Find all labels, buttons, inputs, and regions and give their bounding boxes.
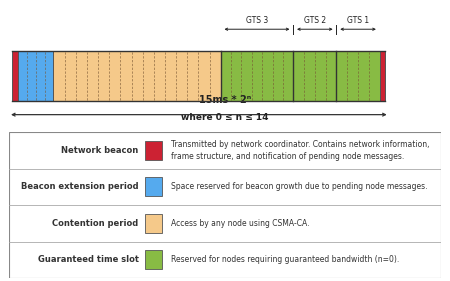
Text: Access by any node using CSMA-CA.: Access by any node using CSMA-CA. xyxy=(171,219,310,228)
Bar xyxy=(145,250,162,269)
Bar xyxy=(220,51,293,101)
Text: Beacon extension period: Beacon extension period xyxy=(21,182,139,191)
Text: Contention period: Contention period xyxy=(52,219,139,228)
Bar xyxy=(18,51,54,101)
Bar xyxy=(54,51,220,101)
Bar xyxy=(145,214,162,233)
Text: GTS 2: GTS 2 xyxy=(304,16,326,25)
Text: Reserved for nodes requiring guaranteed bandwidth (n=0).: Reserved for nodes requiring guaranteed … xyxy=(171,255,399,264)
Text: Guaranteed time slot: Guaranteed time slot xyxy=(38,255,139,264)
Bar xyxy=(380,51,385,101)
Bar xyxy=(145,141,162,160)
Text: GTS 3: GTS 3 xyxy=(246,16,268,25)
Bar xyxy=(293,51,337,101)
Text: frame structure, and notification of pending node messages.: frame structure, and notification of pen… xyxy=(171,152,404,161)
Text: GTS 1: GTS 1 xyxy=(347,16,369,25)
Text: where 0 ≤ n ≤ 14: where 0 ≤ n ≤ 14 xyxy=(181,113,269,122)
Bar xyxy=(337,51,380,101)
Text: Network beacon: Network beacon xyxy=(61,146,139,155)
Bar xyxy=(13,51,18,101)
Bar xyxy=(145,177,162,196)
Text: Transmitted by network coordinator. Contains network information,: Transmitted by network coordinator. Cont… xyxy=(171,140,429,149)
Text: Space reserved for beacon growth due to pending node messages.: Space reserved for beacon growth due to … xyxy=(171,182,428,191)
Text: 15ms * 2ⁿ: 15ms * 2ⁿ xyxy=(199,94,251,105)
